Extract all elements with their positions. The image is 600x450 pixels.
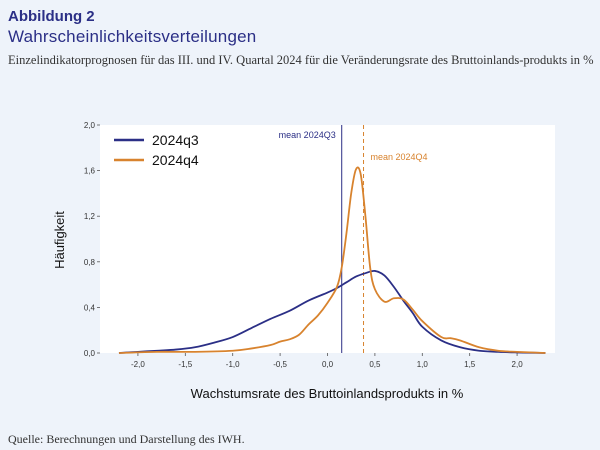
legend-label: 2024q4 [152,152,199,168]
y-tick-label: 1,2 [84,212,96,221]
y-tick-label: 2,0 [84,121,96,130]
x-tick-label: 2,0 [512,360,524,369]
legend: 2024q3 2024q4 [114,132,199,168]
mean-label: mean 2024Q4 [371,152,428,162]
figure-label: Abbildung 2 [8,8,95,25]
x-tick-label: -0,5 [273,360,287,369]
series-lines [118,166,546,354]
y-tick-label: 0,8 [84,258,96,267]
series-line-2024q4 [118,166,546,354]
x-tick-label: -1,5 [178,360,192,369]
reference-lines: mean 2024Q3 mean 2024Q4 [279,125,428,353]
x-axis-ticks: -2,0 -1,5 -1,0 -0,5 0,0 0,5 1,0 1,5 2,0 [131,353,523,369]
plot-area [100,125,555,353]
mean-label: mean 2024Q3 [279,130,336,140]
x-axis-label: Wachstumsrate des Bruttoinlandsprodukts … [191,386,464,401]
figure-title: Wahrscheinlichkeitsverteilungen [8,27,257,46]
x-tick-label: 1,0 [417,360,429,369]
y-tick-label: 0,0 [84,349,96,358]
x-tick-label: 1,5 [464,360,476,369]
source-note: Quelle: Berechnungen und Darstellung des… [8,432,245,446]
y-axis-ticks: 0,0 0,4 0,8 1,2 1,6 2,0 [84,121,100,358]
y-tick-label: 1,6 [84,167,96,176]
legend-label: 2024q3 [152,132,199,148]
y-axis-label: Häufigkeit [52,211,67,269]
x-tick-label: -2,0 [131,360,145,369]
x-tick-label: 0,0 [322,360,334,369]
x-tick-label: -1,0 [226,360,240,369]
figure-subtitle: Einzelindikatorprognosen für das III. un… [8,53,594,67]
y-tick-label: 0,4 [84,303,96,312]
x-tick-label: 0,5 [369,360,381,369]
series-line-2024q3 [118,269,546,354]
